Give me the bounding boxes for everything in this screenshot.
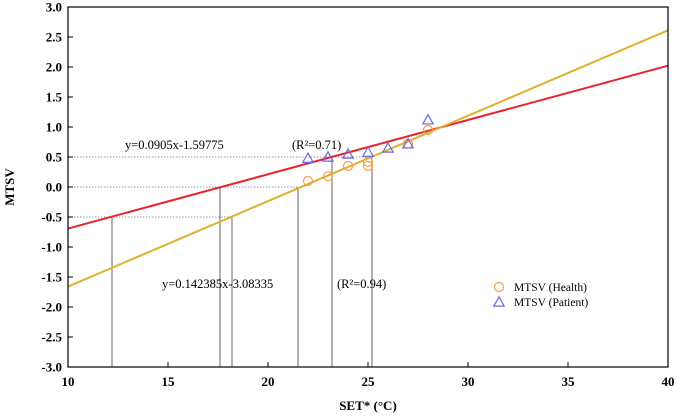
yellow-fit-line [67,29,669,288]
x-axis-ticks: 10 15 20 25 30 35 40 [62,362,675,389]
y-tick-label: 0.0 [46,180,62,195]
x-axis-label: SET* (°C) [339,398,397,413]
x-tick-label: 35 [562,374,576,389]
patient-point [341,147,355,159]
y-tick-label: -1.0 [41,240,62,255]
yellow-fit-r2: (R²=0.94) [337,277,386,291]
health-point [362,160,374,172]
patient-point [401,137,415,149]
x-tick-label: 30 [462,374,475,389]
patient-point [381,141,395,153]
x-tick-label: 40 [662,374,675,389]
y-tick-label: -2.0 [41,300,62,315]
y-tick-label: -3.0 [41,360,62,375]
health-point [422,124,434,136]
health-point [322,171,334,182]
x-tick-label: 15 [162,374,176,389]
y-tick-label: 2.0 [46,60,62,75]
y-tick-label: 3.0 [46,0,62,15]
y-axis-label: MTSV [2,168,17,206]
patient-point [361,145,375,157]
x-tick-label: 25 [362,374,376,389]
health-point [362,156,374,167]
legend-patient-marker [492,295,506,307]
legend-patient-label: MTSV (Patient) [514,297,588,309]
patient-point [421,113,435,125]
regression-lines [67,29,669,288]
guide-lines [68,156,373,367]
x-tick-label: 10 [62,374,75,389]
y-tick-label: 1.5 [46,90,63,105]
data-points [301,113,435,187]
y-axis-ticks: 3.0 2.5 2.0 1.5 1.0 0.5 0.0 -0.5 -1.0 -1.5 -2.0 -2.… [41,0,73,375]
patient-point [321,150,335,162]
y-tick-label: 0.5 [46,150,63,165]
legend-health-label: MTSV (Health) [514,282,587,294]
red-fit-r2: (R²=0.71) [292,138,341,152]
yellow-fit-equation: y=0.142385x-3.08335 [162,277,273,291]
legend-health-marker [493,281,505,293]
y-tick-label: -1.5 [41,270,62,285]
legend: MTSV (Health) MTSV (Patient) [492,281,588,309]
y-tick-label: -0.5 [41,210,62,225]
y-tick-label: 2.5 [46,30,63,45]
y-tick-label: 1.0 [46,120,62,135]
health-point [342,160,354,172]
x-tick-label: 20 [262,374,275,389]
patient-point [301,151,315,163]
health-point [302,175,314,187]
red-fit-equation: y=0.0905x-1.59775 [125,138,224,152]
y-tick-label: -2.5 [41,330,62,345]
